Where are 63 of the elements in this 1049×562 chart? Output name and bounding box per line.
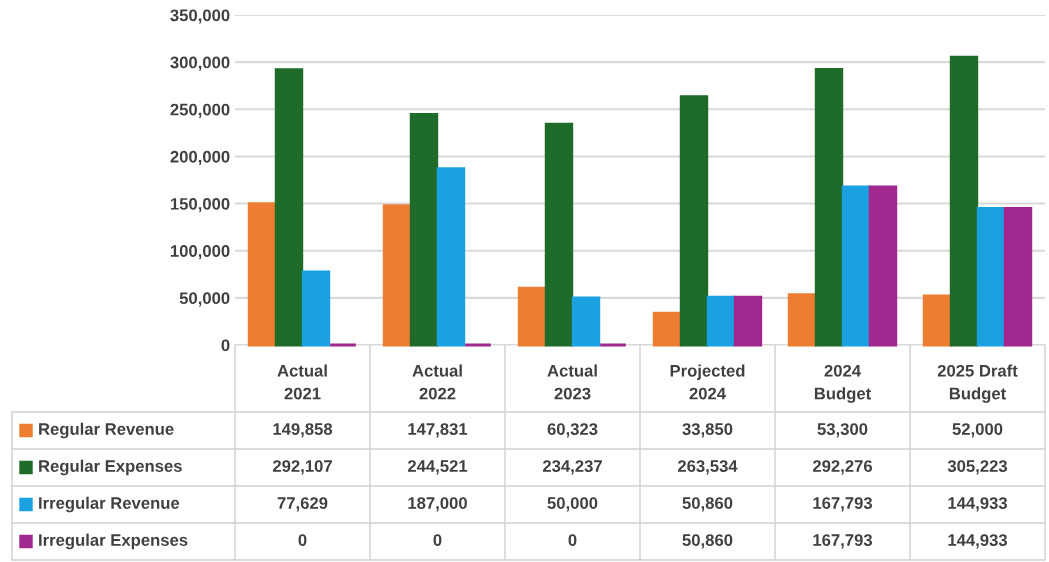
data-label: 244,521	[407, 460, 468, 475]
bar	[733, 295, 763, 347]
bar	[787, 293, 817, 347]
bar	[976, 206, 1006, 347]
bar	[274, 68, 304, 347]
y-tick-label: 350,000	[170, 9, 230, 24]
bar	[706, 295, 736, 347]
data-label: 167,793	[813, 534, 873, 549]
bar	[571, 296, 601, 347]
data-label: 50,000	[547, 497, 598, 512]
y-tick-label: 150,000	[170, 197, 230, 213]
bar	[301, 270, 331, 347]
data-label: 33,850	[682, 423, 733, 438]
x-tick-label: Actual 2022	[412, 364, 462, 400]
legend-label: Irregular Revenue	[39, 496, 180, 513]
data-label: 77,629	[277, 497, 328, 512]
data-label: 0	[568, 534, 577, 546]
legend-label: Regular Revenue	[39, 422, 174, 439]
data-label: 292,107	[272, 460, 332, 475]
bar	[517, 286, 547, 347]
data-label: 144,933	[948, 497, 1008, 512]
legend-label: Regular Expenses	[39, 459, 182, 476]
y-tick-label: 250,000	[170, 103, 230, 118]
data-label: 0	[298, 534, 307, 546]
data-label: 149,858	[273, 423, 333, 438]
data-label: 144,933	[948, 534, 1008, 549]
data-label: 234,237	[542, 460, 602, 475]
x-tick-label: Actual 2023	[547, 364, 597, 400]
data-label: 305,223	[947, 460, 1008, 475]
bar	[679, 95, 709, 347]
data-label: 187,000	[408, 497, 467, 512]
bar	[652, 311, 682, 347]
data-label: 50,860	[682, 497, 733, 512]
data-label: 292,276	[812, 460, 873, 475]
bar	[922, 294, 952, 347]
data-label: 53,300	[817, 423, 868, 438]
data-label: 0	[433, 534, 442, 546]
data-label: 52,000	[952, 423, 1003, 438]
bar	[436, 167, 466, 347]
bar	[949, 55, 979, 347]
y-tick-label: 300,000	[170, 56, 230, 71]
bar	[409, 113, 439, 347]
data-label: 50,860	[682, 534, 733, 549]
data-label: 60,323	[547, 423, 598, 438]
y-tick-label: 100,000	[170, 245, 230, 260]
data-label: 147,831	[408, 423, 468, 438]
x-tick-label: Actual 2021	[277, 364, 327, 400]
x-tick-label: 2025 Draft Budget	[937, 364, 1018, 403]
x-tick-label: 2024 Budget	[814, 364, 871, 403]
bar	[247, 202, 277, 347]
bar	[841, 185, 871, 347]
bar	[544, 122, 574, 347]
x-tick-label: Projected 2024	[670, 364, 745, 400]
bar	[1003, 206, 1033, 347]
y-tick-label: 0	[221, 339, 230, 352]
data-label: 263,534	[677, 460, 738, 475]
y-tick-label: 50,000	[179, 292, 230, 307]
bar	[814, 68, 844, 347]
bar	[868, 185, 898, 347]
y-tick-label: 200,000	[170, 150, 230, 166]
legend-label: Irregular Expenses	[39, 533, 188, 550]
bar	[382, 204, 412, 347]
data-label: 167,793	[813, 497, 873, 512]
